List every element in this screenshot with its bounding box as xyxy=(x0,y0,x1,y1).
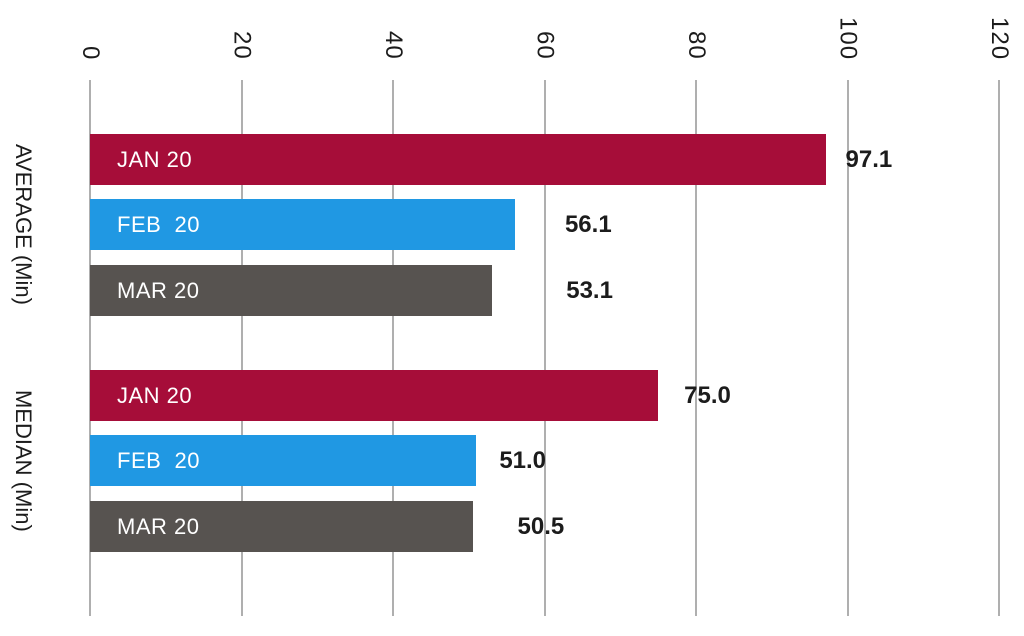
bar-category-label: FEB 20 xyxy=(117,211,200,237)
bar-median-jan: JAN 20 xyxy=(90,370,659,421)
bar-median-mar: MAR 20 xyxy=(90,501,473,552)
bar-value-label: 97.1 xyxy=(845,145,893,173)
gridline-20 xyxy=(240,80,243,616)
gridline-60 xyxy=(543,80,546,616)
x-tick-label-80: 80 xyxy=(683,31,710,60)
bar-median-feb: FEB 20 xyxy=(90,435,477,486)
bar-category-label: JAN 20 xyxy=(117,146,193,172)
gridline-0 xyxy=(89,80,91,616)
gridline-80 xyxy=(695,80,697,616)
gridline-100 xyxy=(846,80,849,616)
bar-category-label: JAN 20 xyxy=(117,382,193,408)
group-label-median: MEDIAN (Min) xyxy=(11,390,36,532)
bar-value-label: 75.0 xyxy=(684,381,731,409)
gridline-120 xyxy=(998,80,1000,616)
bar-value-label: 51.0 xyxy=(499,446,547,474)
bar-category-label: MAR 20 xyxy=(117,513,200,539)
bar-value-label: 56.1 xyxy=(564,210,612,238)
x-tick-label-20: 20 xyxy=(228,31,256,60)
x-tick-label-40: 40 xyxy=(380,31,407,60)
bar-average-feb: FEB 20 xyxy=(90,199,515,250)
bar-value-label: 53.1 xyxy=(566,276,613,304)
x-tick-label-60: 60 xyxy=(531,31,559,60)
bar-average-jan: JAN 20 xyxy=(90,134,826,185)
bar-category-label: MAR 20 xyxy=(117,277,200,303)
bar-average-mar: MAR 20 xyxy=(90,265,493,316)
bar-value-label: 50.5 xyxy=(517,512,565,540)
bar-category-label: FEB 20 xyxy=(117,447,200,473)
x-tick-label-0: 0 xyxy=(77,45,104,60)
x-tick-label-120: 120 xyxy=(986,16,1013,60)
group-label-average: AVERAGE (Min) xyxy=(11,144,36,305)
gridline-40 xyxy=(392,80,394,616)
x-tick-label-100: 100 xyxy=(834,16,862,60)
